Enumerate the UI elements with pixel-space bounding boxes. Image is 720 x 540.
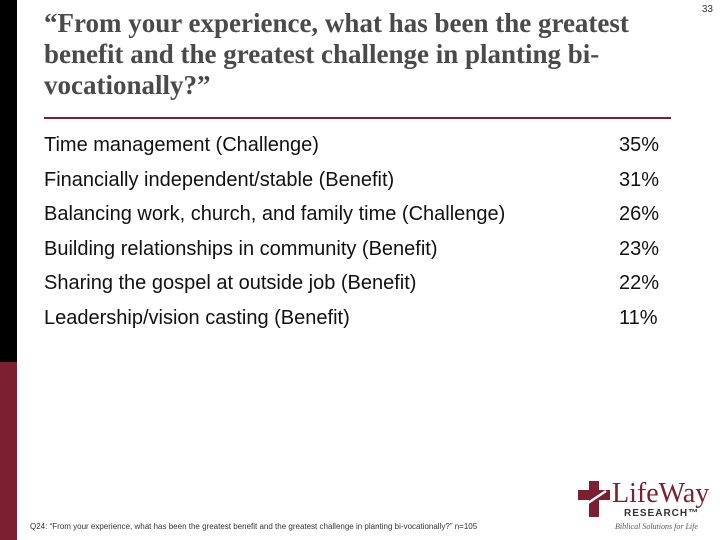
result-value: 23% [619, 237, 660, 260]
result-label: Building relationships in community (Ben… [44, 237, 438, 260]
result-row: Sharing the gospel at outside job (Benef… [44, 266, 684, 301]
result-row: Leadership/vision casting (Benefit) 11% [44, 301, 684, 336]
result-row: Balancing work, church, and family time … [44, 197, 684, 232]
result-label: Financially independent/stable (Benefit) [44, 168, 395, 191]
result-value: 22% [619, 272, 660, 294]
page-number: 33 [701, 4, 713, 15]
result-value: 35% [619, 134, 660, 156]
logo-brand-text: LifeWay [612, 478, 710, 509]
result-label: Time management (Challenge) [44, 134, 319, 156]
results-list: Time management (Challenge) 35% Financia… [44, 128, 684, 335]
title-divider [44, 117, 671, 119]
result-value: 31% [619, 168, 660, 191]
result-row: Time management (Challenge) 35% [44, 128, 684, 163]
result-label: Leadership/vision casting (Benefit) [44, 306, 350, 329]
left-accent-bar-top [0, 0, 17, 362]
result-value: 11% [619, 306, 658, 329]
result-row: Building relationships in community (Ben… [44, 232, 684, 267]
survey-footnote: Q24: “From your experience, what has bee… [30, 522, 478, 531]
result-label: Balancing work, church, and family time … [44, 203, 506, 225]
logo-research-text: RESEARCH™ [624, 508, 700, 519]
result-row: Financially independent/stable (Benefit)… [44, 163, 684, 198]
result-label: Sharing the gospel at outside job (Benef… [44, 272, 417, 294]
left-accent-bar-bottom [0, 362, 17, 540]
result-value: 26% [619, 203, 660, 225]
slide-title: “From your experience, what has been the… [44, 8, 629, 100]
cross-emblem-icon [578, 481, 610, 517]
lifeway-research-logo: LifeWay RESEARCH™ Biblical Solutions for… [578, 478, 714, 535]
logo-tagline: Biblical Solutions for Life [615, 522, 698, 531]
